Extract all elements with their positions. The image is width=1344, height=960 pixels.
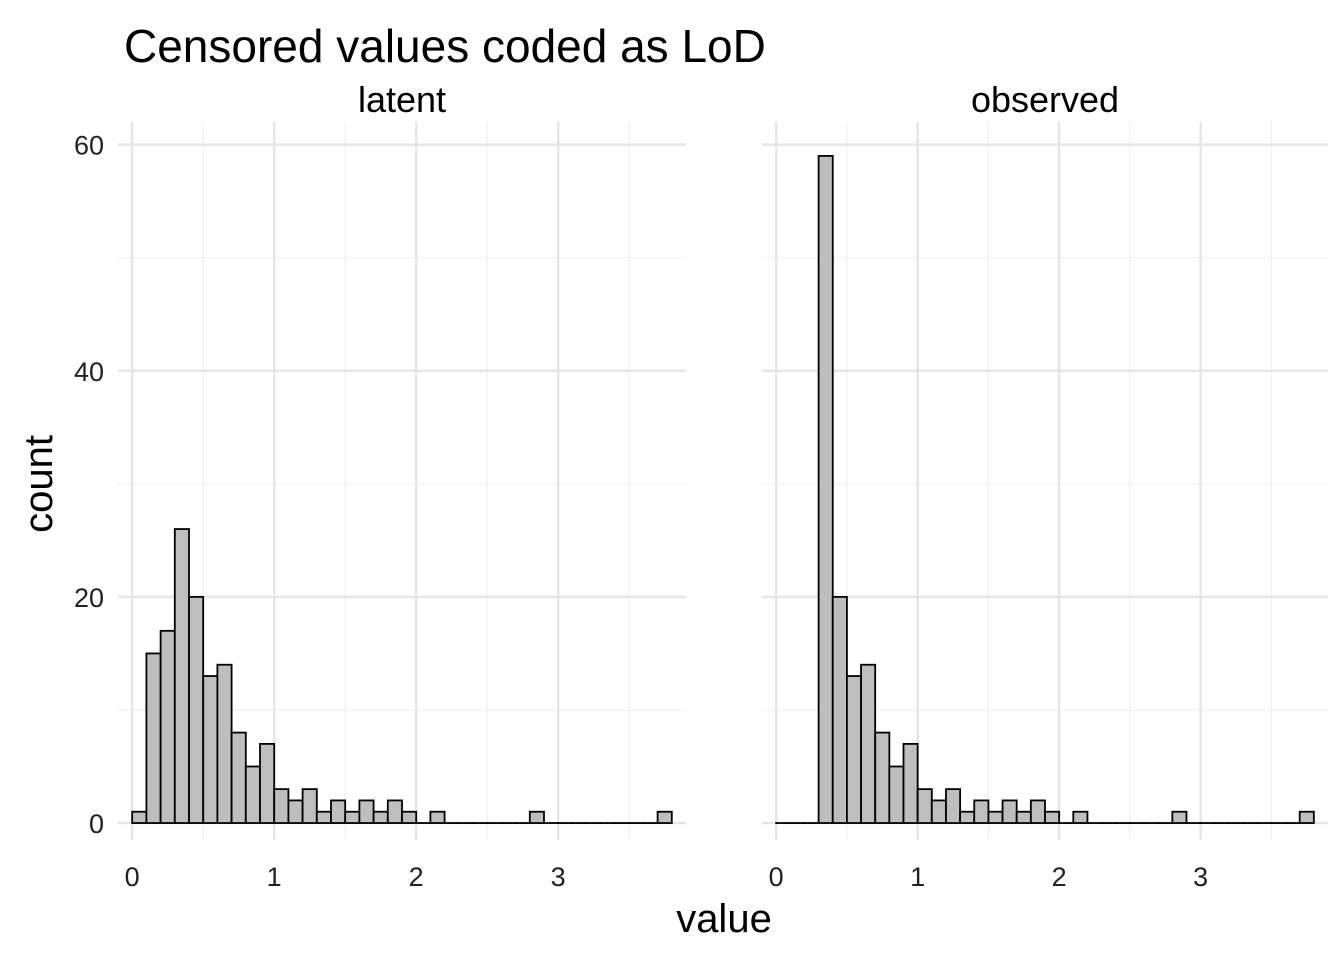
x-tick-label: 0 xyxy=(125,862,140,892)
x-tick-label: 2 xyxy=(1052,862,1067,892)
histogram-bar xyxy=(315,810,332,824)
histogram-bar xyxy=(188,595,205,824)
histogram-bar xyxy=(860,663,877,824)
histogram-bar xyxy=(173,528,190,824)
histogram-bar xyxy=(874,731,891,824)
x-tick-label: 3 xyxy=(1193,862,1208,892)
histogram-bar xyxy=(930,799,947,824)
x-tick-label: 1 xyxy=(910,862,925,892)
histogram-bar xyxy=(401,810,418,824)
histogram-bar xyxy=(959,810,976,824)
y-tick-label: 20 xyxy=(74,583,104,613)
histogram-bar xyxy=(244,765,261,824)
histogram-bar xyxy=(528,810,545,824)
y-axis-label: count xyxy=(17,435,61,533)
histogram-bar xyxy=(159,629,176,824)
histogram-bar xyxy=(945,788,962,824)
panel-strip-label: observed xyxy=(971,79,1119,120)
histogram-bar xyxy=(656,810,673,824)
panel-observed: observed 0 1 2 3 xyxy=(762,79,1328,892)
x-axis-label: value xyxy=(676,897,772,941)
histogram-bar xyxy=(145,652,162,824)
histogram-bar xyxy=(888,765,905,824)
histogram-bar xyxy=(358,799,375,824)
y-tick-label: 0 xyxy=(89,809,104,839)
y-tick-label: 40 xyxy=(74,357,104,387)
histogram-bar xyxy=(831,595,848,824)
histogram-bar xyxy=(372,810,389,824)
histogram-bar xyxy=(273,788,290,824)
histogram-bar xyxy=(817,155,834,824)
histogram-bar xyxy=(230,731,247,824)
histogram-bar xyxy=(1044,810,1061,824)
histogram-bar xyxy=(301,788,318,824)
histogram-bar xyxy=(973,799,990,824)
histogram-bar xyxy=(131,810,148,824)
histogram-bar xyxy=(1029,799,1046,824)
histogram-bar xyxy=(846,675,862,824)
x-tick-label: 1 xyxy=(267,862,282,892)
chart-title: Censored values coded as LoD xyxy=(124,20,766,72)
histogram-bar xyxy=(1015,810,1032,824)
histogram-bar xyxy=(344,810,361,824)
histogram-bar xyxy=(1298,810,1315,824)
x-tick-label: 3 xyxy=(551,862,566,892)
plot-area: latent 0 1 2 3 0 20 40 60 observed 0 1 2 3 xyxy=(74,79,1328,892)
histogram-bar xyxy=(330,799,347,824)
panel-strip-label: latent xyxy=(358,79,446,120)
histogram-bar xyxy=(1072,810,1089,824)
histogram-bar xyxy=(902,742,919,824)
histogram-bar xyxy=(216,663,233,824)
y-tick-label: 60 xyxy=(74,131,104,161)
histogram-bar xyxy=(1001,799,1018,824)
histogram-bar xyxy=(287,799,304,824)
panel-latent: latent 0 1 2 3 0 20 40 60 xyxy=(74,79,686,892)
histogram-bar xyxy=(987,810,1004,824)
x-tick-label: 2 xyxy=(409,862,424,892)
histogram-bar xyxy=(1171,810,1188,824)
x-tick-label: 0 xyxy=(769,862,784,892)
histogram-bar xyxy=(202,675,219,824)
histogram-bar xyxy=(259,742,276,824)
histogram-bar xyxy=(429,810,446,824)
histogram-bar xyxy=(916,788,933,824)
histogram-bar xyxy=(386,799,403,824)
